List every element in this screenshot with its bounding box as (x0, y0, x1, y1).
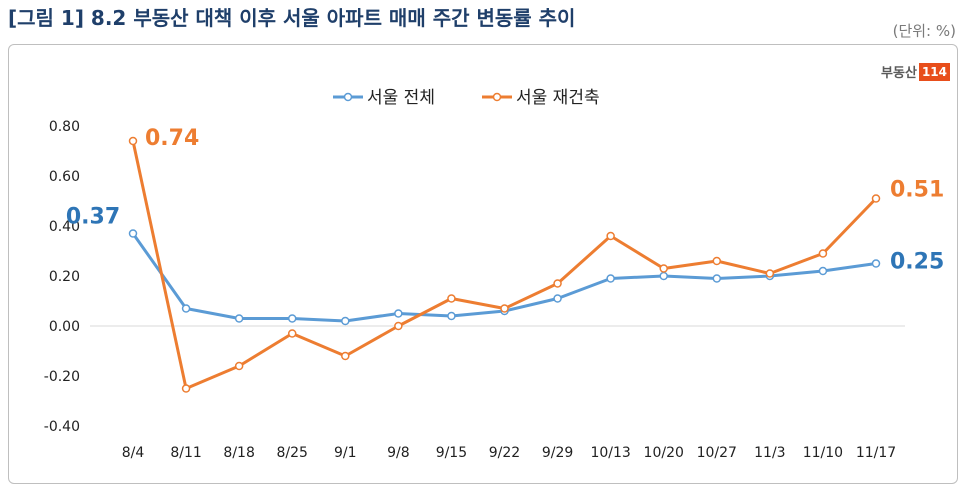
data-point (712, 256, 722, 266)
x-tick-label: 9/8 (387, 445, 410, 461)
value-callout: 0.37 (66, 205, 120, 230)
data-point (447, 311, 456, 321)
data-point (447, 294, 456, 303)
x-tick-label: 10/27 (697, 445, 737, 461)
legend-label: 서울 재건축 (516, 88, 600, 108)
x-tick-label: 9/15 (436, 445, 467, 461)
data-point (287, 314, 297, 323)
data-point (712, 274, 722, 283)
y-tick-label: -0.40 (44, 419, 80, 435)
legend-swatch-marker (492, 92, 502, 102)
x-tick-label: 8/18 (223, 445, 254, 461)
y-tick-label: -0.20 (44, 369, 80, 385)
legend-label: 서울 전체 (367, 88, 435, 108)
data-point (765, 269, 775, 278)
data-point (500, 304, 509, 313)
unit-label: (단위: %) (892, 22, 956, 40)
y-tick-label: 0.20 (49, 269, 80, 285)
y-tick-label: 0.40 (49, 219, 80, 235)
legend-swatch-marker (343, 92, 353, 102)
value-callout: 0.25 (890, 250, 944, 275)
data-point (871, 259, 881, 268)
brand-text: 부동산 (881, 66, 917, 81)
data-point (394, 321, 403, 331)
y-tick-label: 0.00 (49, 319, 80, 335)
data-point (818, 249, 828, 258)
data-point (234, 314, 244, 323)
data-point (871, 194, 881, 203)
chart-frame (8, 44, 958, 484)
data-point (606, 231, 615, 241)
x-tick-label: 11/17 (856, 445, 896, 461)
x-tick-label: 10/20 (644, 445, 684, 461)
x-tick-label: 8/4 (122, 445, 145, 461)
data-point (181, 384, 191, 393)
x-tick-label: 11/10 (803, 445, 843, 461)
data-point (553, 294, 562, 303)
x-tick-label: 11/3 (754, 445, 785, 461)
x-tick-label: 10/13 (590, 445, 630, 461)
data-point (128, 229, 138, 238)
data-point (234, 361, 244, 371)
data-point (659, 264, 668, 273)
x-tick-label: 9/22 (489, 445, 520, 461)
data-point (341, 351, 350, 361)
data-point (287, 329, 297, 338)
value-callout: 0.74 (145, 126, 199, 151)
brand-logo: 부동산 114 (881, 62, 950, 81)
data-point (394, 309, 403, 318)
chart-title: [그림 1] 8.2 부동산 대책 이후 서울 아파트 매매 주간 변동률 추이 (8, 6, 576, 30)
data-point (659, 271, 668, 281)
data-point (553, 279, 562, 288)
data-point (341, 316, 350, 326)
x-tick-label: 8/11 (170, 445, 201, 461)
series-line-2 (131, 140, 878, 390)
x-tick-label: 9/1 (334, 445, 357, 461)
x-tick-label: 8/25 (276, 445, 307, 461)
value-callout: 0.51 (890, 178, 944, 203)
y-tick-label: 0.80 (49, 119, 80, 135)
brand-badge: 114 (918, 62, 950, 81)
data-point (818, 266, 828, 276)
data-point (128, 136, 138, 146)
x-tick-label: 9/29 (542, 445, 573, 461)
data-point (181, 304, 191, 313)
data-point (606, 274, 615, 283)
y-tick-label: 0.60 (49, 169, 80, 185)
